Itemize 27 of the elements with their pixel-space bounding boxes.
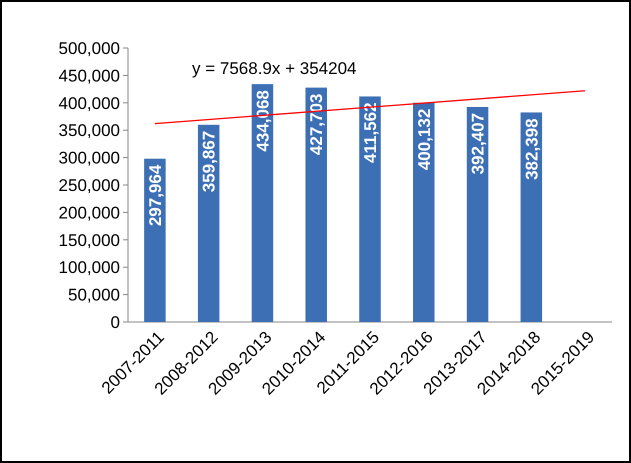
y-tick-label: 150,000 bbox=[58, 230, 120, 250]
data-label: 427,703 bbox=[307, 94, 326, 156]
y-tick-label: 50,000 bbox=[68, 286, 120, 305]
y-tick-label: 200,000 bbox=[58, 203, 120, 222]
y-tick-label: 100,000 bbox=[58, 258, 120, 278]
bar bbox=[252, 84, 274, 322]
y-tick-label: 0 bbox=[110, 312, 120, 332]
annotation: y = 7568.9x + 354204 bbox=[192, 59, 356, 78]
data-label: 382,398 bbox=[522, 118, 542, 180]
bar bbox=[413, 102, 435, 322]
data-label: 411,562 bbox=[361, 102, 380, 163]
y-tick-label: 250,000 bbox=[58, 176, 120, 195]
data-label: 359,867 bbox=[200, 130, 219, 192]
y-tick-label: 400,000 bbox=[58, 94, 120, 113]
bar bbox=[305, 88, 327, 322]
data-label: 400,132 bbox=[414, 108, 434, 170]
y-tick-label: 500,000 bbox=[58, 38, 120, 58]
y-tick-label: 450,000 bbox=[58, 66, 120, 86]
data-label: 434,068 bbox=[253, 90, 272, 152]
data-label: 392,407 bbox=[468, 112, 488, 174]
bar bbox=[359, 96, 381, 322]
bar bbox=[198, 124, 220, 322]
data-label: 297,964 bbox=[146, 164, 165, 226]
y-tick-label: 300,000 bbox=[58, 148, 120, 168]
bar bbox=[466, 106, 488, 322]
y-tick-label: 350,000 bbox=[58, 121, 120, 140]
bar bbox=[520, 112, 542, 322]
